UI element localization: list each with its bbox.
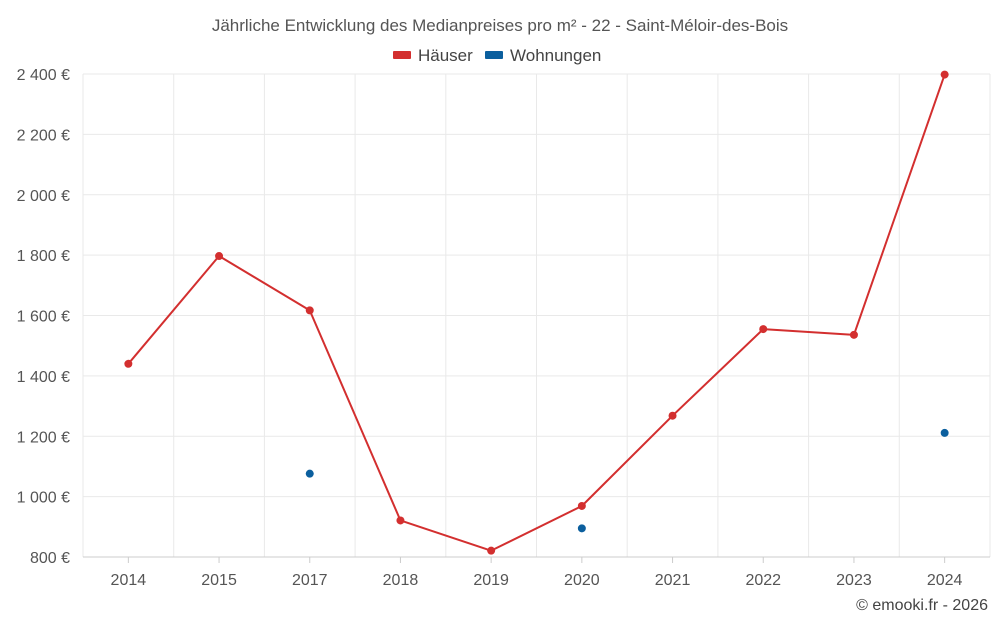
data-point-haeuser — [668, 411, 677, 420]
x-tick-label: 2018 — [383, 572, 419, 589]
x-tick-label: 2015 — [201, 572, 237, 589]
x-tick-label: 2024 — [927, 572, 963, 589]
data-point-haeuser — [577, 501, 586, 510]
y-tick-label: 1 000 € — [17, 490, 70, 507]
grid — [82, 73, 991, 558]
y-axis: 800 € 1 000 € 1 200 € 1 400 € 1 600 € 1 800 €… — [17, 67, 70, 567]
series-line-0 — [127, 74, 946, 552]
y-tick-label: 1 800 € — [17, 248, 70, 265]
data-point-haeuser — [940, 70, 949, 79]
legend-label-wohnungen[interactable]: Wohnungen — [510, 46, 601, 65]
x-tick-label: 2021 — [655, 572, 691, 589]
y-tick-label: 1 600 € — [17, 309, 70, 326]
data-point-haeuser — [759, 325, 768, 334]
y-tick-label: 2 400 € — [17, 67, 70, 84]
data-point-wohnungen — [940, 428, 949, 437]
data-point-wohnungen — [577, 524, 586, 533]
data-point-haeuser — [305, 306, 314, 315]
data-point-haeuser — [396, 516, 405, 525]
x-tick-label: 2019 — [473, 572, 509, 589]
credit-text: © emooki.fr - 2026 — [856, 597, 988, 614]
y-tick-label: 1 400 € — [17, 369, 70, 386]
legend-swatch-haeuser — [393, 51, 411, 59]
data-point-haeuser — [124, 359, 133, 368]
chart-title: Jährliche Entwicklung des Medianpreises … — [212, 16, 788, 35]
y-tick-label: 2 200 € — [17, 127, 70, 144]
x-tick-label: 2020 — [564, 572, 600, 589]
x-tick-label: 2023 — [836, 572, 872, 589]
x-tick-label: 2017 — [292, 572, 328, 589]
y-tick-label: 2 000 € — [17, 188, 70, 205]
data-point-wohnungen — [305, 469, 314, 478]
data-point-haeuser — [849, 330, 858, 339]
series-layer — [124, 70, 949, 555]
x-axis: 2014 2015 2017 2018 2019 2020 2021 2022 2023 2024 — [83, 556, 990, 589]
legend: Häuser Wohnungen — [393, 46, 601, 65]
data-point-haeuser — [487, 546, 496, 555]
x-tick-label: 2014 — [111, 572, 147, 589]
data-point-haeuser — [215, 252, 224, 261]
x-tick-label: 2022 — [745, 572, 781, 589]
y-tick-label: 800 € — [30, 550, 70, 567]
legend-swatch-wohnungen — [485, 51, 503, 59]
y-tick-label: 1 200 € — [17, 429, 70, 446]
legend-label-haeuser[interactable]: Häuser — [418, 46, 473, 65]
